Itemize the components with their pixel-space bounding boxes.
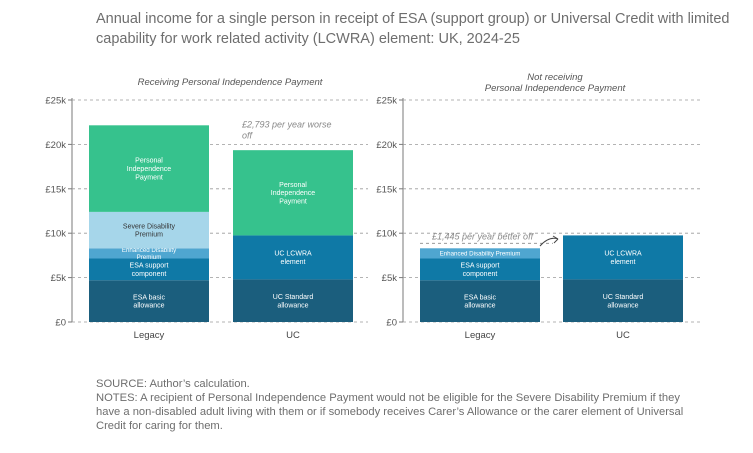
y-tick-label: £20k <box>376 140 397 151</box>
bar-segment <box>563 279 683 322</box>
segment-label: ESA support component <box>130 263 169 278</box>
annotation-text: £2,793 per year worse off <box>241 120 332 141</box>
segment-label: UC LCWRA element <box>604 251 642 266</box>
panel-subtitle: Not receiving <box>527 72 583 83</box>
x-category-label: UC <box>286 330 300 341</box>
bar-segment <box>89 280 209 322</box>
segment-label: Personal Independence Payment <box>271 182 315 206</box>
segment-label: UC LCWRA element <box>274 251 312 266</box>
x-category-label: UC <box>616 330 630 341</box>
y-tick-label: £10k <box>45 229 66 240</box>
bar-segment <box>420 280 540 322</box>
bar-segment <box>563 235 683 280</box>
bar-segment <box>233 150 353 236</box>
panel-subtitle: Personal Independence Payment <box>485 83 626 94</box>
y-tick-label: £20k <box>45 140 66 151</box>
y-tick-label: £25k <box>376 96 397 107</box>
segment-label: UC Standard allowance <box>603 294 644 309</box>
notes-text: NOTES: A recipient of Personal Independe… <box>96 392 684 432</box>
segment-label: Enhanced Disability Premium <box>440 251 521 258</box>
chart-area: Receiving Personal Independence Payment £… <box>45 72 700 341</box>
y-tick-label: £15k <box>45 184 66 195</box>
segment-label: Severe Disability Premium <box>123 223 176 238</box>
y-tick-label: £0 <box>386 318 397 329</box>
x-category-label: Legacy <box>134 330 165 341</box>
chart-title: Annual income for a single person in rec… <box>96 11 730 47</box>
segment-label: ESA support component <box>461 263 500 278</box>
segment-label: Personal Independence Payment <box>127 158 171 182</box>
y-tick-label: £15k <box>376 184 397 195</box>
bar-segment <box>233 235 353 280</box>
bar-segment <box>89 248 209 259</box>
source-note: SOURCE: Author’s calculation. <box>96 378 250 390</box>
y-tick-label: £0 <box>55 318 66 329</box>
annotation-arrowhead <box>552 235 559 244</box>
y-tick-label: £5k <box>51 273 67 284</box>
panel-subtitle: Receiving Personal Independence Payment <box>138 77 323 88</box>
bar-segment <box>89 211 209 249</box>
y-tick-label: £5k <box>382 273 398 284</box>
segment-label: UC Standard allowance <box>273 294 314 309</box>
segment-label: ESA basic allowance <box>464 294 496 309</box>
bar-segment <box>89 125 209 212</box>
segment-label: Enhanced Disability Premium <box>122 247 177 261</box>
footer: SOURCE: Author’s calculation. NOTES: A r… <box>96 377 696 433</box>
bar-segment <box>233 279 353 322</box>
bar-segment <box>420 248 540 259</box>
x-category-label: Legacy <box>465 330 496 341</box>
bar-segment <box>89 258 209 281</box>
annotation-text: £1,445 per year better off <box>431 231 535 241</box>
y-tick-label: £25k <box>45 96 66 107</box>
segment-label: ESA basic allowance <box>133 294 165 309</box>
y-tick-label: £10k <box>376 229 397 240</box>
bar-segment <box>420 258 540 281</box>
